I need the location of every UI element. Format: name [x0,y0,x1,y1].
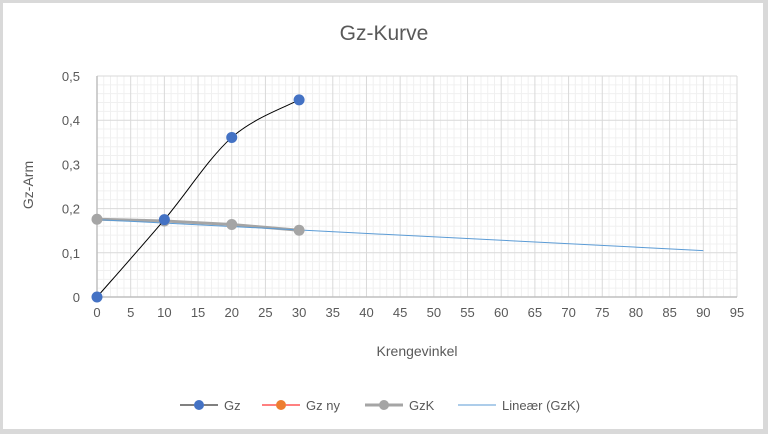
series-layer [91,94,704,303]
y-tick-label: 0,5 [62,69,80,84]
x-axis-title: Krengevinkel [376,343,458,359]
x-tick-label: 35 [326,305,340,320]
y-axis-ticks: 0 0,1 0,2 0,3 0,4 0,5 [62,69,80,305]
gzk-data-point [293,224,305,236]
x-axis-ticks: 0 5 10 15 20 25 30 35 40 45 50 55 60 65 70 75 80 85 90 95 [93,305,744,320]
y-tick-label: 0 [73,290,80,305]
x-tick-label: 90 [696,305,710,320]
x-tick-label: 55 [460,305,474,320]
legend-item-linear-gzk[interactable]: Lineær (GzK) [458,395,580,415]
gzk-data-point [226,219,238,231]
y-tick-label: 0,2 [62,202,80,217]
gz-data-point [226,131,238,143]
gzk-line [96,217,300,232]
gzk-data-point [91,213,103,225]
legend-item-gzk[interactable]: GzK [365,395,434,415]
y-tick-label: 0,3 [62,157,80,172]
x-tick-label: 45 [393,305,407,320]
gz-data-point [158,214,170,226]
x-tick-label: 0 [93,305,100,320]
y-tick-label: 0,1 [62,246,80,261]
legend-item-gz[interactable]: Gz [180,395,241,415]
x-tick-label: 15 [191,305,205,320]
x-tick-label: 60 [494,305,508,320]
major-gridlines [96,75,738,298]
x-tick-label: 70 [561,305,575,320]
x-tick-label: 5 [127,305,134,320]
x-tick-label: 65 [528,305,542,320]
chart-area[interactable] [2,2,764,430]
legend-label: Gz ny [306,397,340,413]
y-tick-label: 0,4 [62,113,80,128]
x-tick-label: 95 [730,305,744,320]
gz-ny-legend-marker-icon [262,400,300,410]
linear-trendline [96,219,704,252]
gzk-legend-marker-icon [365,400,403,410]
x-tick-label: 10 [157,305,171,320]
gz-line [96,99,300,298]
trendline-legend-marker-icon [458,404,496,406]
x-tick-label: 40 [359,305,373,320]
chart-title: Gz-Kurve [339,22,429,45]
gz-data-point [91,291,103,303]
gz-legend-marker-icon [180,400,218,410]
legend-label: Gz [224,397,241,413]
legend-label: Lineær (GzK) [502,397,581,413]
x-tick-label: 20 [225,305,239,320]
x-tick-label: 75 [595,305,609,320]
x-tick-label: 50 [427,305,441,320]
x-tick-label: 85 [662,305,676,320]
axes [96,76,737,298]
legend-item-gz-ny[interactable]: Gz ny [262,395,340,415]
legend-label: GzK [409,397,435,413]
x-tick-label: 25 [258,305,272,320]
x-tick-label: 80 [629,305,643,320]
x-tick-label: 30 [292,305,306,320]
legend[interactable]: Gz Gz ny GzK Lineær (GzK) [0,395,768,415]
minor-gridlines [97,76,737,297]
gz-data-point [293,94,305,106]
